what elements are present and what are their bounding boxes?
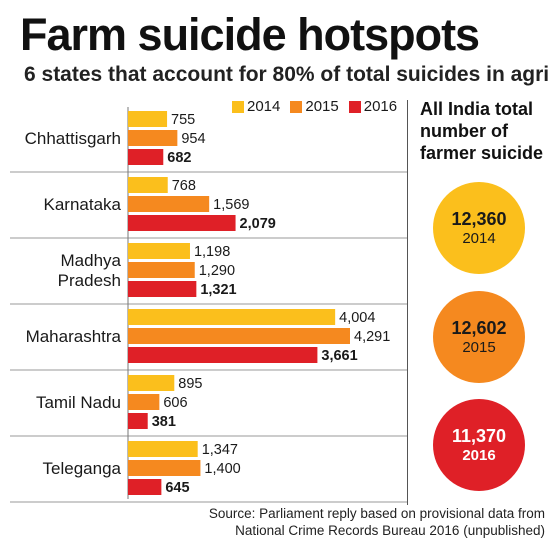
chart-subtitle: 6 states that account for 80% of total s…	[24, 63, 550, 86]
divider-line	[407, 100, 408, 505]
data-label-2016: 1,321	[200, 282, 236, 298]
bar-2014	[128, 441, 198, 457]
data-label-2016: 381	[152, 414, 176, 430]
category-label: Pradesh	[58, 271, 121, 290]
bar-chart: Chhattisgarh 755 954 682 Karnataka 768 1,569 2,…	[10, 107, 407, 503]
legend-label-2014: 2014	[247, 98, 281, 115]
data-label-2016: 645	[165, 480, 189, 496]
bar-2015	[128, 130, 178, 146]
total-year-2016: 2016	[462, 447, 496, 464]
category-label: Karnataka	[44, 195, 122, 214]
data-label-2014: 1,347	[202, 442, 238, 458]
total-bubble-2014: 12,360 2014	[433, 182, 525, 274]
source-note: Source: Parliament reply based on provis…	[208, 506, 545, 538]
legend-swatch-2014	[232, 100, 244, 113]
bar-2015	[128, 262, 195, 278]
bar-2015	[128, 460, 201, 476]
bar-2014	[128, 243, 190, 259]
bar-2016	[128, 413, 148, 429]
legend: 2014 2015 2016	[232, 98, 397, 115]
total-value-2015: 12,602	[451, 318, 507, 338]
category-label: Maharashtra	[26, 327, 122, 346]
bar-2016	[128, 149, 164, 165]
data-label-2015: 1,290	[199, 263, 235, 279]
total-year-2014: 2014	[462, 230, 496, 247]
total-bubble-2015: 12,602 2015	[433, 291, 525, 383]
data-label-2014: 895	[178, 376, 202, 392]
legend-item-2015: 2015	[290, 98, 339, 115]
data-label-2014: 768	[172, 178, 196, 194]
totals-title: All India total number of farmer suicide	[420, 99, 544, 163]
legend-swatch-2016	[348, 100, 361, 113]
data-label-2015: 954	[181, 131, 205, 147]
bar-2015	[128, 196, 210, 212]
bar-2016	[128, 479, 162, 495]
bar-2014	[128, 375, 175, 391]
total-year-2015: 2015	[462, 339, 496, 356]
legend-item-2016: 2016	[348, 98, 398, 115]
legend-item-2014: 2014	[232, 98, 280, 115]
bar-2014	[128, 309, 336, 325]
bar-2014	[128, 177, 168, 193]
total-value-2016: 11,370	[451, 426, 507, 446]
bar-2016	[128, 281, 197, 297]
legend-label-2015: 2015	[305, 98, 339, 115]
data-label-2014: 755	[171, 112, 195, 128]
data-label-2016: 3,661	[321, 348, 357, 364]
bar-2015	[128, 328, 350, 344]
total-bubble-2016: 11,370 2016	[433, 399, 525, 491]
bar-2015	[128, 394, 160, 410]
chart-title: Farm suicide hotspots	[20, 9, 480, 60]
data-label-2015: 606	[163, 395, 187, 411]
bar-2016	[128, 347, 318, 363]
data-label-2015: 4,291	[354, 329, 390, 345]
legend-label-2016: 2016	[363, 98, 398, 115]
data-label-2014: 1,198	[194, 244, 230, 260]
data-label-2015: 1,569	[213, 197, 249, 213]
bar-2016	[128, 215, 236, 231]
category-label: Tamil Nadu	[36, 393, 121, 412]
data-label-2015: 1,400	[204, 461, 240, 477]
data-label-2016: 2,079	[240, 216, 276, 232]
legend-swatch-2015	[290, 100, 303, 113]
category-label: Teleganga	[43, 459, 122, 478]
data-label-2014: 4,004	[339, 310, 375, 326]
data-label-2016: 682	[167, 150, 191, 166]
category-label: Chhattisgarh	[25, 129, 121, 148]
bar-2014	[128, 111, 168, 127]
total-value-2014: 12,360	[451, 209, 507, 229]
category-label: Madhya	[61, 251, 122, 270]
